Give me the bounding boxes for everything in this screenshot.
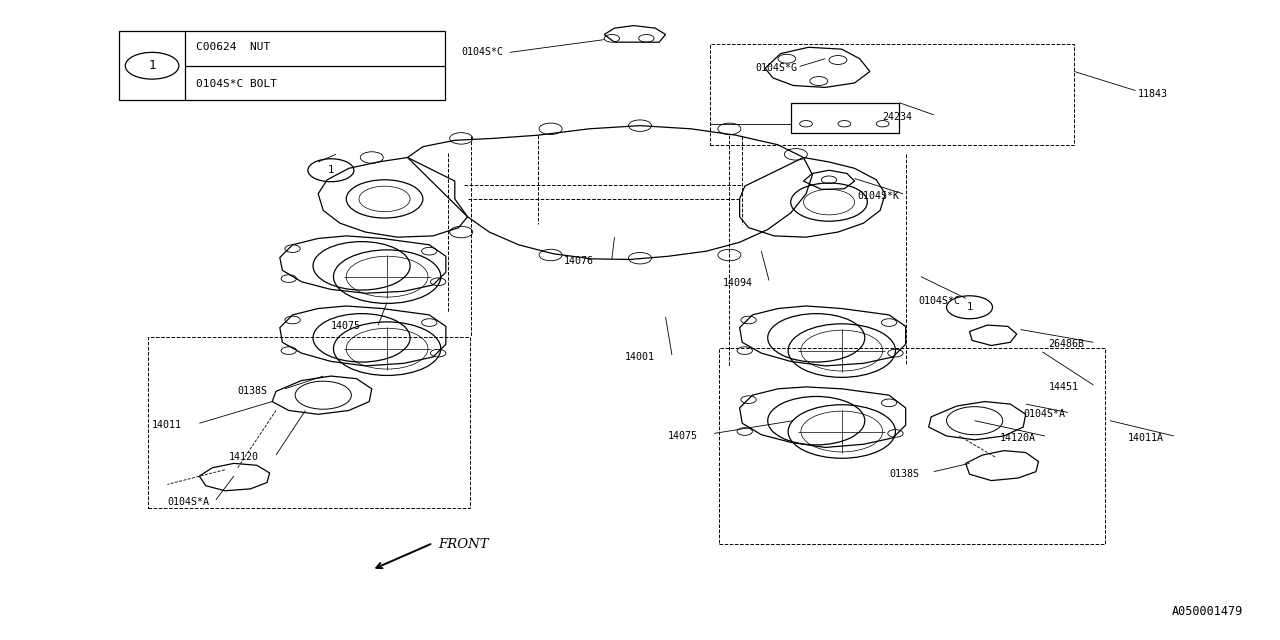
Text: 14075: 14075 (668, 431, 698, 441)
Text: 26486B: 26486B (1048, 339, 1084, 349)
Bar (119, 31, 444, 100)
Bar (791, 102, 900, 133)
Text: 24234: 24234 (883, 113, 913, 122)
Text: 0138S: 0138S (238, 387, 268, 396)
Text: 14011A: 14011A (1128, 433, 1164, 443)
Text: 0104S*G: 0104S*G (755, 63, 797, 74)
Text: A050001479: A050001479 (1171, 605, 1243, 618)
Text: FRONT: FRONT (438, 538, 489, 551)
Text: 14075: 14075 (332, 321, 361, 332)
Text: 0104S*K: 0104S*K (858, 191, 899, 201)
Text: 0104S*C BOLT: 0104S*C BOLT (196, 79, 276, 90)
Text: 11843: 11843 (1138, 89, 1169, 99)
Text: 14451: 14451 (1048, 382, 1079, 392)
Text: 14076: 14076 (563, 257, 594, 266)
Text: 14120: 14120 (229, 452, 259, 462)
Text: 1: 1 (148, 60, 156, 72)
Text: 14120A: 14120A (1000, 433, 1037, 443)
Bar (719, 348, 1105, 544)
Text: 0104S*A: 0104S*A (1023, 410, 1065, 419)
Text: 14011: 14011 (152, 420, 182, 430)
Bar (710, 44, 1074, 145)
Bar (148, 337, 470, 508)
Text: 0104S*C: 0104S*C (461, 47, 503, 58)
Text: 14094: 14094 (723, 278, 753, 288)
Text: 1: 1 (966, 302, 973, 312)
Text: 1: 1 (328, 165, 334, 175)
Text: 0104S*C: 0104S*C (919, 296, 960, 306)
Text: 0104S*A: 0104S*A (168, 497, 210, 507)
Text: C00624  NUT: C00624 NUT (196, 42, 270, 52)
Text: 14001: 14001 (625, 352, 654, 362)
Text: 0138S: 0138S (890, 469, 919, 479)
